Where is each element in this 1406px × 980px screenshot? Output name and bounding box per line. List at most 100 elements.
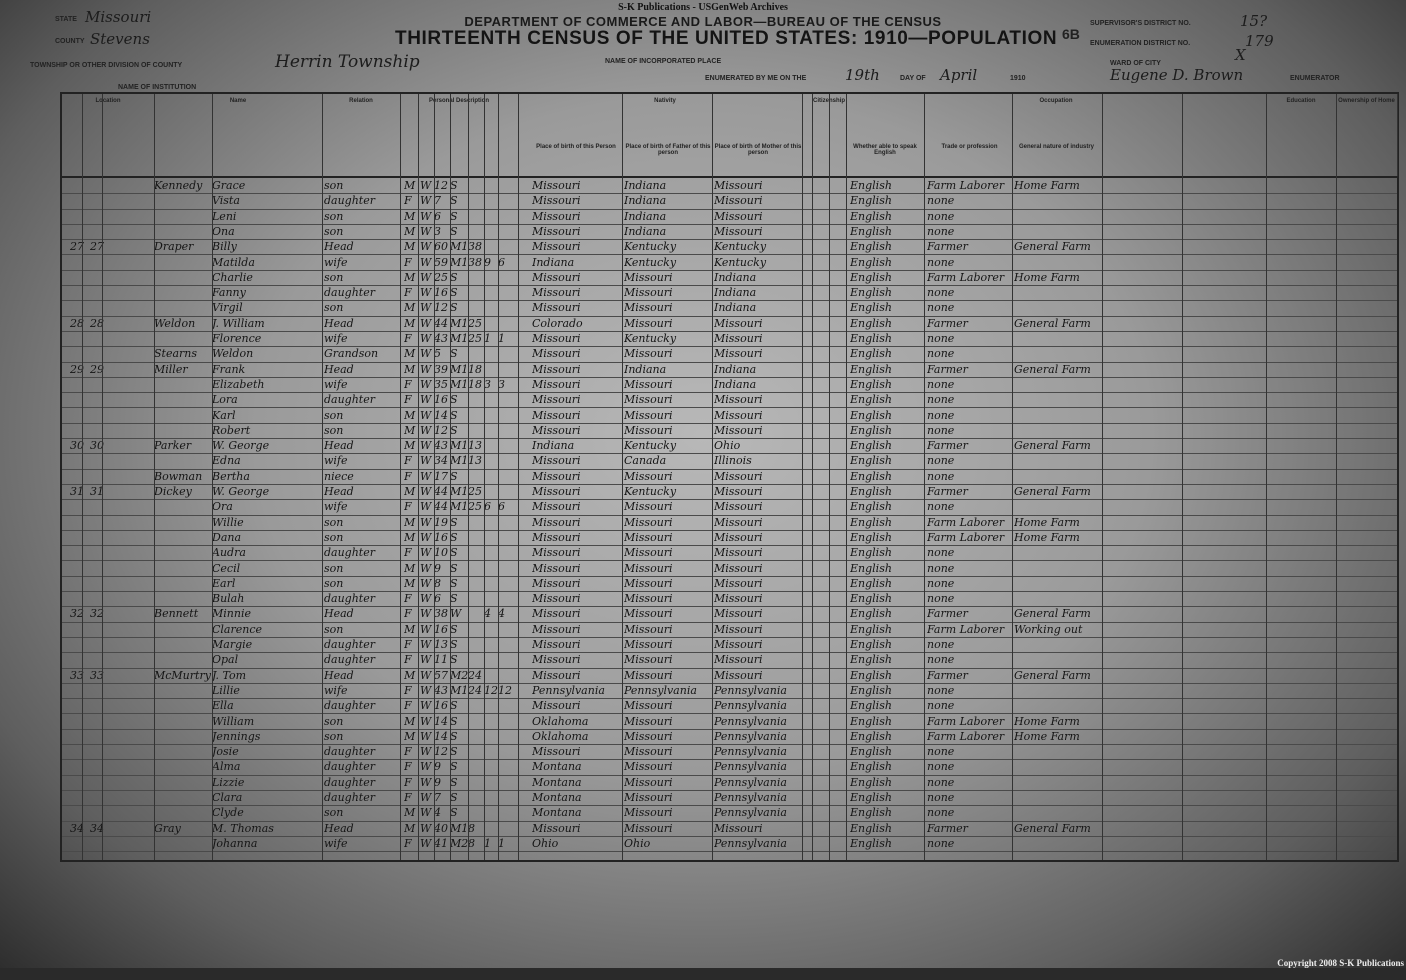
table-cell: Missouri <box>532 454 581 468</box>
table-cell: M <box>404 668 416 682</box>
table-cell: 6 <box>498 500 505 514</box>
table-cell: son <box>324 301 344 315</box>
table-cell: English <box>850 745 892 759</box>
table-cell: General Farm <box>1014 607 1091 621</box>
table-cell: M1 <box>450 485 468 498</box>
table-cell: M <box>404 714 416 728</box>
table-cell: Missouri <box>624 714 673 728</box>
table-cell: M <box>404 806 416 820</box>
table-cell: F <box>404 286 412 300</box>
table-cell: English <box>850 316 892 330</box>
table-cell: Farm Laborer <box>927 729 1005 743</box>
table-cell: S <box>450 393 458 407</box>
publisher-line: S-K Publications - USGenWeb Archives <box>618 2 788 13</box>
table-cell: Jennings <box>212 729 261 743</box>
table-cell: S <box>450 622 458 636</box>
table-cell: Dana <box>212 530 242 544</box>
table-cell: Missouri <box>714 668 763 682</box>
table-cell: 7 <box>434 194 441 208</box>
table-cell: S <box>450 469 458 483</box>
table-cell: Home Farm <box>1014 729 1080 743</box>
table-cell: 13 <box>468 454 482 468</box>
column-divider <box>418 94 419 860</box>
table-cell: Indiana <box>714 270 757 284</box>
table-cell: W <box>420 301 432 315</box>
table-cell: M <box>404 179 416 192</box>
table-cell: F <box>404 393 412 407</box>
table-cell: English <box>850 286 892 300</box>
table-cell: son <box>324 179 344 192</box>
column-divider <box>212 94 213 860</box>
table-cell: son <box>324 530 344 544</box>
column-divider <box>1182 94 1183 860</box>
column-header: General nature of industry <box>1018 144 1094 150</box>
table-row: Ella daughter F W 16 S Missouri Missouri Pennsyl… <box>62 698 1397 715</box>
table-cell: Missouri <box>532 485 581 498</box>
table-cell: Colorado <box>532 316 583 330</box>
table-cell: Pennsylvania <box>714 745 787 759</box>
table-cell: English <box>850 362 892 376</box>
table-cell: W <box>420 745 432 759</box>
table-cell: M <box>404 224 416 238</box>
table-cell: W <box>420 683 432 697</box>
table-cell: Missouri <box>532 592 581 606</box>
table-cell: M1 <box>450 821 468 835</box>
table-cell: F <box>404 791 412 804</box>
table-cell: S <box>450 286 458 300</box>
column-header: Place of birth of Mother of this person <box>714 144 802 156</box>
table-cell: 1 <box>484 836 491 850</box>
table-cell: F <box>404 454 412 468</box>
table-cell: son <box>324 224 344 238</box>
table-cell: Vista <box>212 194 240 208</box>
table-cell: daughter <box>324 760 375 774</box>
column-divider <box>434 94 435 860</box>
table-cell: 25 <box>468 500 482 514</box>
table-cell: Farmer <box>927 240 968 254</box>
table-cell: son <box>324 576 344 590</box>
table-cell: Head <box>324 439 354 453</box>
table-cell: General Farm <box>1014 668 1091 682</box>
table-cell: English <box>850 668 892 682</box>
table-cell: W <box>420 592 432 606</box>
table-cell: W <box>420 530 432 544</box>
table-cell: Missouri <box>532 224 581 238</box>
table-cell: Missouri <box>714 423 763 437</box>
table-cell: S <box>450 179 458 192</box>
table-cell: F <box>404 607 412 621</box>
table-cell: wife <box>324 332 348 345</box>
table-cell: M1 <box>450 454 468 468</box>
table-cell: 31 <box>70 485 84 498</box>
table-cell: M1 <box>450 240 468 254</box>
table-cell: none <box>927 454 955 468</box>
table-cell: M <box>404 530 416 544</box>
table-cell: Missouri <box>532 423 581 437</box>
state-value: Missouri <box>85 8 152 26</box>
table-cell: J. William <box>212 316 265 330</box>
ed-label: Enumeration District No. <box>1090 40 1191 47</box>
table-cell: 30 <box>70 439 84 453</box>
column-divider <box>829 94 830 860</box>
table-cell: 43 <box>434 332 448 345</box>
table-cell: 16 <box>434 530 448 544</box>
table-cell: Kentucky <box>624 439 677 453</box>
table-cell: F <box>404 469 412 483</box>
table-cell: wife <box>324 454 348 468</box>
table-cell: W <box>420 332 432 345</box>
table-cell: Stearns <box>154 347 198 361</box>
table-cell: none <box>927 653 955 667</box>
table-cell: Montana <box>532 806 582 820</box>
table-cell: wife <box>324 377 348 391</box>
table-cell: Missouri <box>714 592 763 606</box>
table-cell: none <box>927 301 955 315</box>
table-cell: none <box>927 775 955 789</box>
table-cell: Indiana <box>714 286 757 300</box>
table-cell: General Farm <box>1014 240 1091 254</box>
table-cell: none <box>927 194 955 208</box>
table-cell: 13 <box>434 638 448 651</box>
census-title: THIRTEENTH CENSUS OF THE UNITED STATES: … <box>395 28 1058 49</box>
table-cell: English <box>850 194 892 208</box>
table-cell: 29 <box>90 362 104 376</box>
table-cell: Indiana <box>624 194 667 208</box>
table-cell: 43 <box>434 439 448 453</box>
table-cell: Miller <box>154 362 188 376</box>
